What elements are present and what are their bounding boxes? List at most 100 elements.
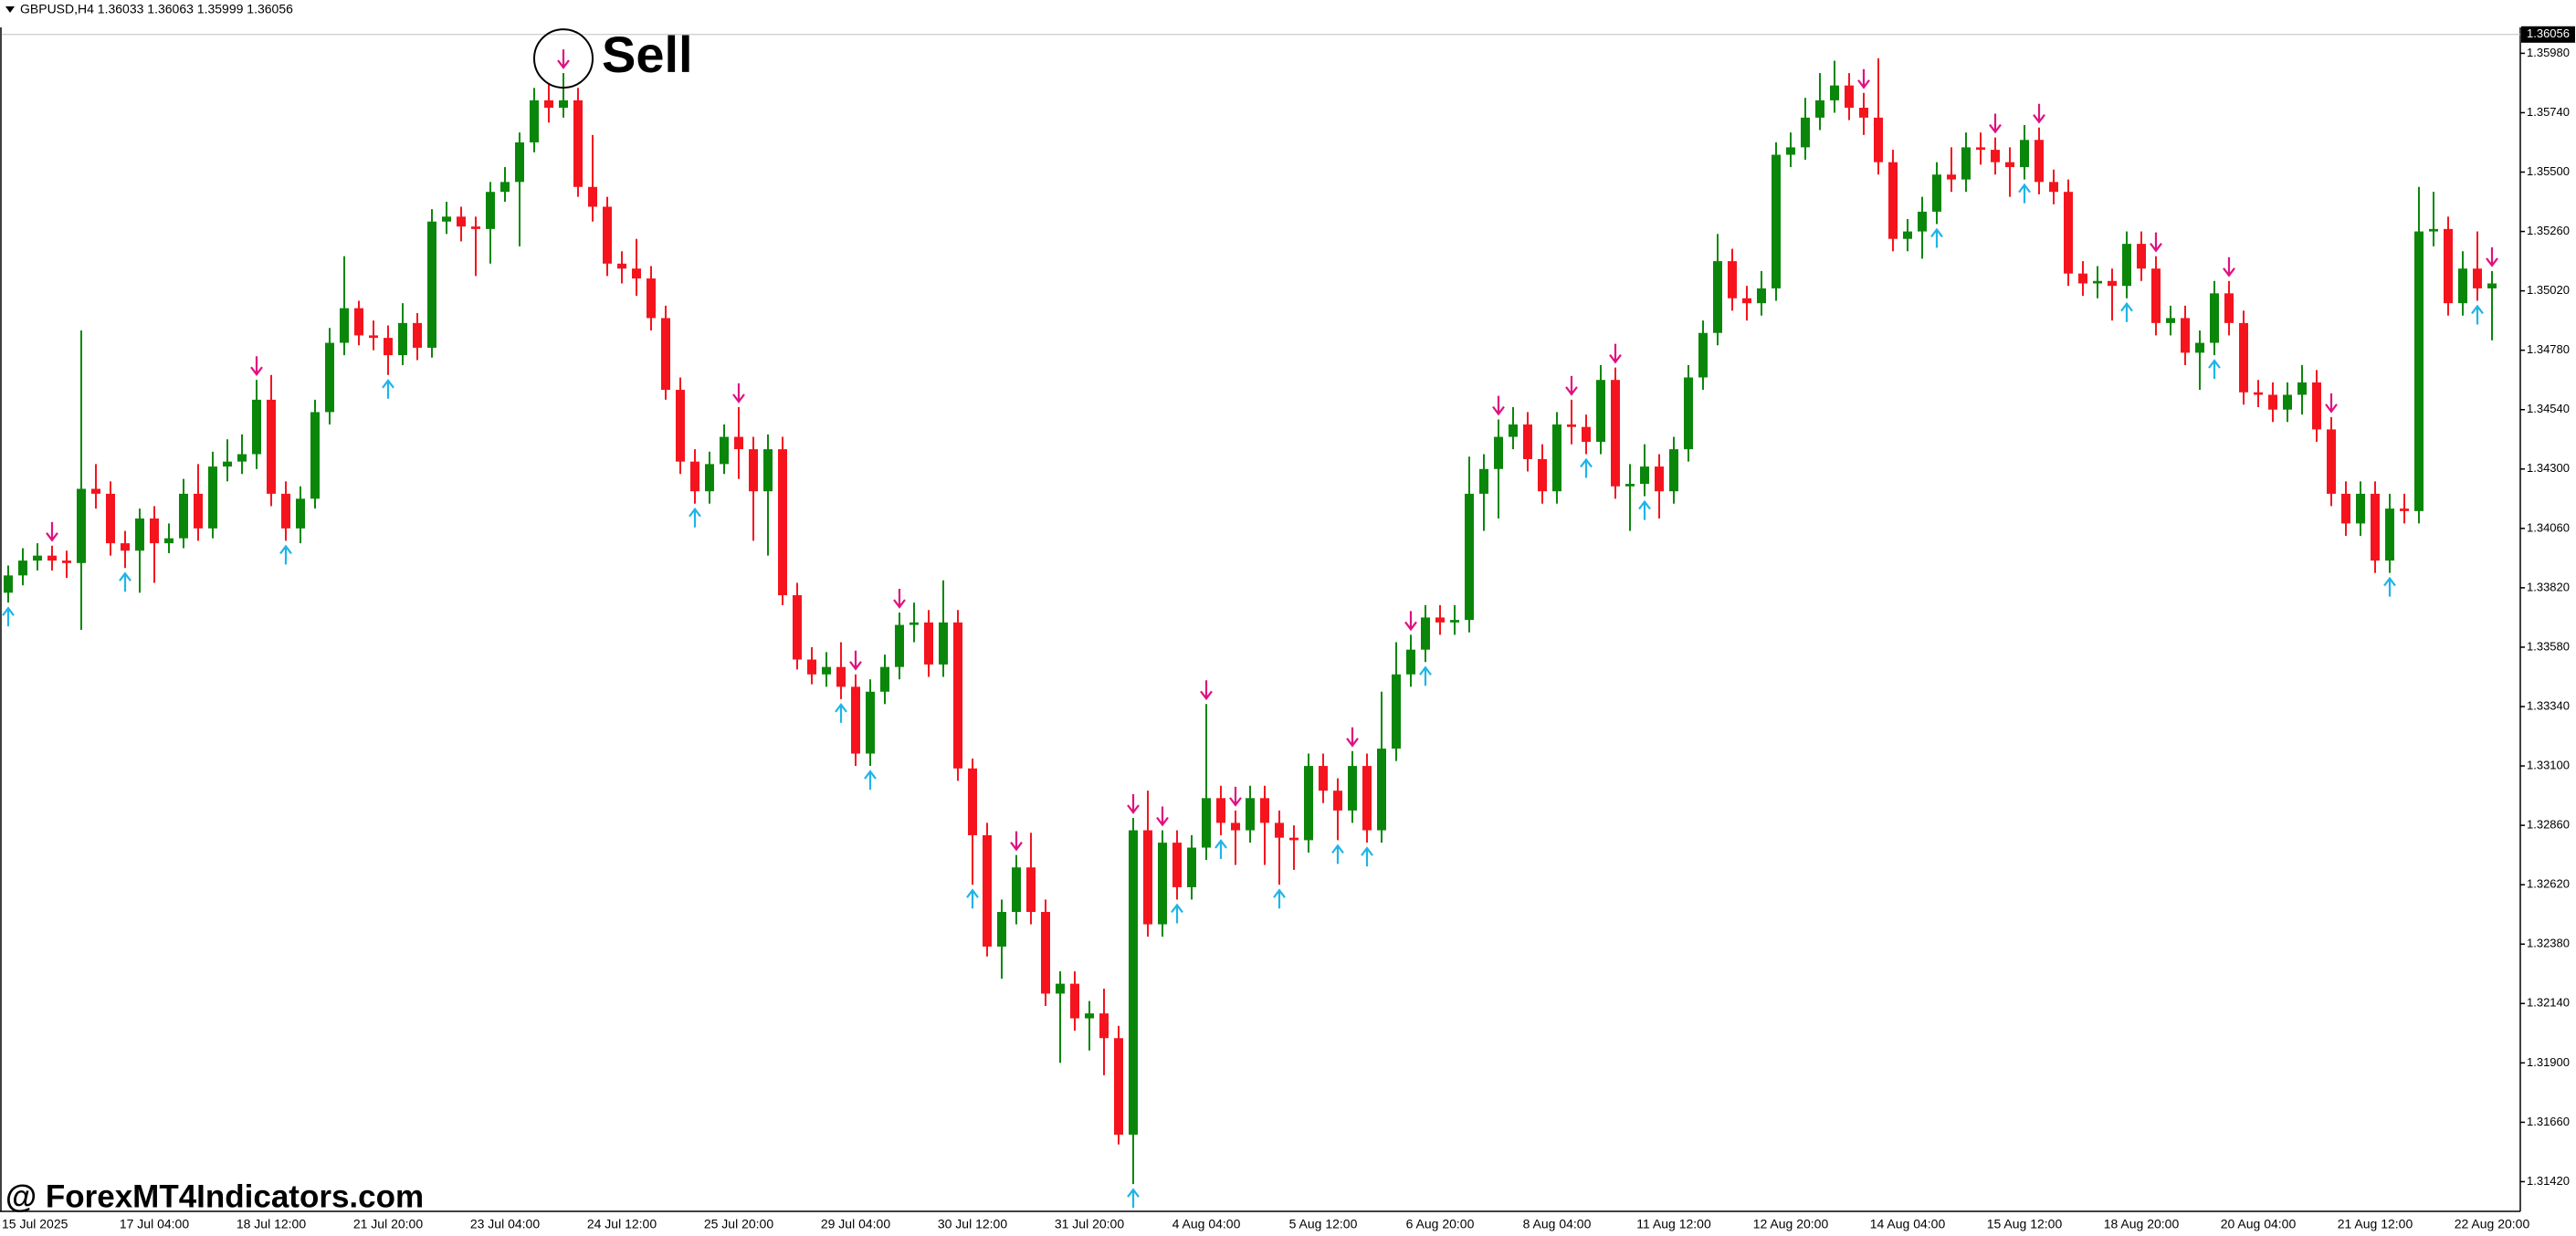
candle-body	[2239, 322, 2248, 393]
candle-body	[617, 263, 626, 269]
watermark: @ ForexMT4Indicators.com	[5, 1178, 424, 1214]
candle-body	[369, 335, 378, 339]
candle-body	[18, 560, 27, 576]
candle-body	[2414, 231, 2424, 511]
candle-body	[413, 322, 422, 348]
candle-body	[1319, 766, 1328, 791]
candle-body	[676, 390, 685, 462]
candle-body	[2122, 244, 2131, 287]
x-tick-label: 31 Jul 20:00	[1055, 1217, 1124, 1231]
candle-body	[237, 454, 247, 462]
x-tick-label: 29 Jul 04:00	[821, 1217, 890, 1231]
candle-body	[2458, 268, 2467, 304]
candle-body	[1056, 983, 1065, 994]
candle-body	[1187, 847, 1196, 887]
buy-arrow	[119, 571, 131, 592]
candle-body	[1246, 798, 1255, 831]
buy-arrow	[1419, 665, 1432, 686]
candle-body	[179, 493, 188, 539]
buy-arrow	[689, 507, 701, 528]
sell-arrow	[1565, 375, 1578, 396]
candle-body	[310, 412, 320, 499]
candle-body	[398, 322, 407, 356]
candle-body	[164, 538, 173, 544]
buy-arrow	[382, 378, 394, 399]
candle-body	[544, 100, 553, 109]
candle-body	[1713, 261, 1722, 333]
candle-body	[1479, 468, 1488, 494]
candle-body	[1129, 830, 1138, 1135]
candle-body	[2195, 342, 2204, 353]
candle-body	[252, 399, 261, 455]
candle-body	[223, 461, 232, 467]
candle-body	[1611, 380, 1620, 487]
candle-body	[457, 216, 466, 227]
y-tick-label: 1.31900	[2527, 1055, 2570, 1069]
candle-body	[2283, 394, 2292, 410]
candle-body	[1888, 162, 1898, 239]
candle-body	[1070, 983, 1079, 1019]
candle-body	[384, 338, 393, 356]
sell-arrow	[2223, 257, 2235, 278]
buy-arrow	[835, 703, 847, 723]
candle-body	[267, 399, 276, 494]
x-tick-label: 21 Aug 12:00	[2338, 1217, 2413, 1231]
buy-arrow	[2120, 301, 2133, 322]
candle-body	[2297, 382, 2307, 395]
candle-body	[2487, 283, 2497, 288]
sell-arrow	[46, 521, 58, 542]
candle-body	[2327, 429, 2336, 494]
buy-arrow	[1273, 888, 1286, 909]
sell-arrow	[557, 49, 570, 69]
candle-body	[1728, 261, 1737, 299]
candle-body	[2049, 182, 2058, 193]
x-tick-label: 14 Aug 04:00	[1870, 1217, 1946, 1231]
candle-body	[427, 221, 436, 348]
candle-body	[1830, 85, 1839, 100]
candle-body	[1362, 766, 1372, 831]
candle-body	[1216, 798, 1225, 823]
candle-body	[836, 666, 846, 687]
candle-body	[997, 912, 1006, 947]
candle-body	[1289, 837, 1299, 841]
candle-body	[778, 449, 787, 596]
candle-body	[340, 308, 349, 343]
candle-body	[2341, 493, 2350, 524]
candle-body	[2137, 244, 2146, 269]
sell-arrow	[1404, 611, 1417, 632]
x-tick-label: 22 Aug 20:00	[2455, 1217, 2530, 1231]
candle-body	[106, 493, 115, 544]
candle-body	[1684, 377, 1693, 450]
candle-body	[2268, 394, 2277, 410]
price-tag-label: 1.36056	[2527, 26, 2570, 40]
y-tick-label: 1.34060	[2527, 520, 2570, 534]
x-tick-label: 17 Jul 04:00	[120, 1217, 189, 1231]
candle-body	[2312, 382, 2321, 430]
x-tick-label: 8 Aug 04:00	[1523, 1217, 1592, 1231]
candle-body	[2093, 280, 2102, 284]
candle-body	[1392, 674, 1401, 749]
buy-arrow	[2383, 576, 2396, 597]
sell-arrow	[1989, 113, 2002, 134]
candle-body	[1582, 426, 1591, 442]
candle-body	[1041, 912, 1050, 994]
highlight-circle	[533, 28, 594, 89]
x-tick-label: 20 Aug 04:00	[2221, 1217, 2297, 1231]
candle-body	[603, 206, 612, 264]
candle-body	[33, 555, 42, 561]
candle-body	[2429, 228, 2438, 232]
candle-body	[1260, 798, 1269, 823]
y-tick-label: 1.33820	[2527, 580, 2570, 593]
candle-body	[1596, 380, 1605, 442]
candle-body	[1991, 150, 2000, 162]
buy-arrow	[864, 770, 877, 791]
candle-body	[281, 493, 290, 529]
annotation: Sell	[602, 26, 693, 83]
y-tick-label: 1.31660	[2527, 1115, 2570, 1128]
candle-body	[793, 595, 802, 660]
buy-arrow	[279, 544, 292, 565]
candle-body	[2400, 508, 2409, 511]
y-tick-label: 1.32140	[2527, 996, 2570, 1010]
candle-body	[325, 342, 334, 413]
candle-body	[1012, 867, 1021, 913]
